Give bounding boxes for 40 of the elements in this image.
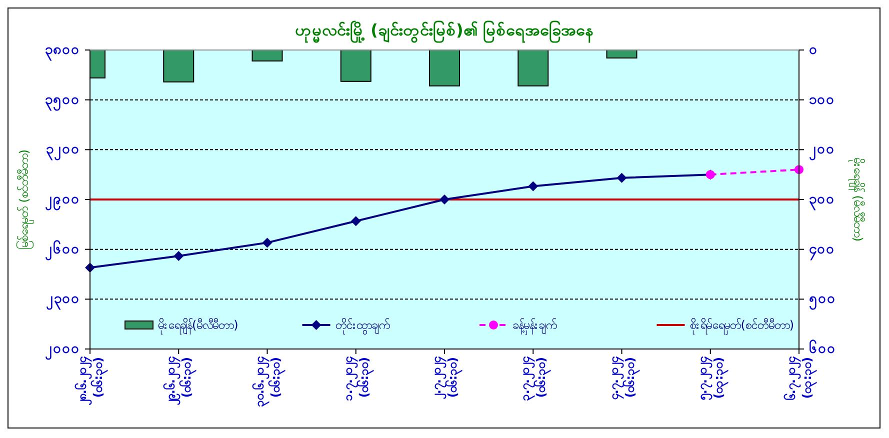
point — [440, 194, 450, 204]
x-tick-label: ၅.၇.၂၀၂၄ (၀၃:၃၀) — [695, 357, 730, 402]
bar — [252, 50, 283, 62]
x-tick-label: ၆.၇.၂၀၂၄ (၀၃:၃၀) — [782, 357, 818, 402]
point — [528, 181, 538, 192]
y2-tick-label: ၅၀၀ — [809, 291, 836, 310]
legend-label: တိုင်းထွာချက် — [335, 317, 390, 335]
bar — [429, 50, 460, 86]
x-tick-label: ၄.၇.၂၀၂၄ (၀၆:၃၀) — [606, 357, 641, 402]
y-tick-label: ၂၉၀၀ — [45, 192, 80, 210]
bar — [163, 50, 194, 82]
bar — [606, 50, 638, 58]
point — [616, 172, 627, 183]
x-tick-label: ၂၉.၆.၂၀၂၄ (၀၆:၃၀) — [162, 357, 198, 406]
bar — [518, 50, 549, 86]
y-tick-label: ၃၅၀၀ — [45, 92, 80, 111]
y-axis-title: မြစ်ရေမှတ် (စင်တီမီတာ) — [15, 149, 34, 250]
y-tick-label: ၂၃၀၀ — [46, 291, 80, 310]
y-tick-label: ၃၈၀၀ — [45, 42, 80, 61]
chart-title: ဟုမ္မလင်းမြို့ (ချင်းတွင်းမြစ်)၏ မြစ်ရေအခြေအနေ — [295, 20, 594, 44]
legend-label: စိုးရိမ်ရေမှတ်(စင်တီမီတာ) — [690, 317, 794, 335]
y2-tick-label: ၂၀၀ — [809, 142, 835, 161]
y-tick-label: ၂၆၀၀ — [45, 240, 80, 260]
legend-label: ခန့်မှန်းချက် — [512, 317, 556, 335]
y-tick-label: ၃၂၀၀ — [46, 142, 80, 161]
point — [174, 250, 184, 261]
y2-tick-label: ၃၀၀ — [809, 192, 835, 210]
x-tick-label: ၃.၇.၂၀၂၄ (၀၆:၃၀) — [518, 357, 552, 402]
point — [262, 238, 272, 248]
point — [350, 216, 361, 226]
y2-tick-label: ၀ — [809, 42, 818, 58]
y2-tick-label: ၁၀၀ — [809, 92, 835, 108]
y2-tick-label: ၄၀၀ — [809, 241, 835, 260]
legend-label: မိုးရေချိန်(မီလီမီတာ) — [158, 317, 238, 335]
x-tick-label: ၃၀.၆.၂၀၂၄ (၀၆:၃၀) — [250, 357, 286, 408]
x-tick-label: ၁.၇.၂၀၂၄ (၀၆:၃၀) — [340, 357, 375, 402]
x-tick-label: ၂.၇.၂၀၂၄ (၀၆:၃၀) — [430, 357, 464, 400]
bar — [340, 50, 372, 82]
y2-tick-label: ၆၀၀ — [809, 340, 836, 357]
y2-axis-title: မိုးရေချိန် (မီလီမီတာ) — [848, 157, 866, 242]
